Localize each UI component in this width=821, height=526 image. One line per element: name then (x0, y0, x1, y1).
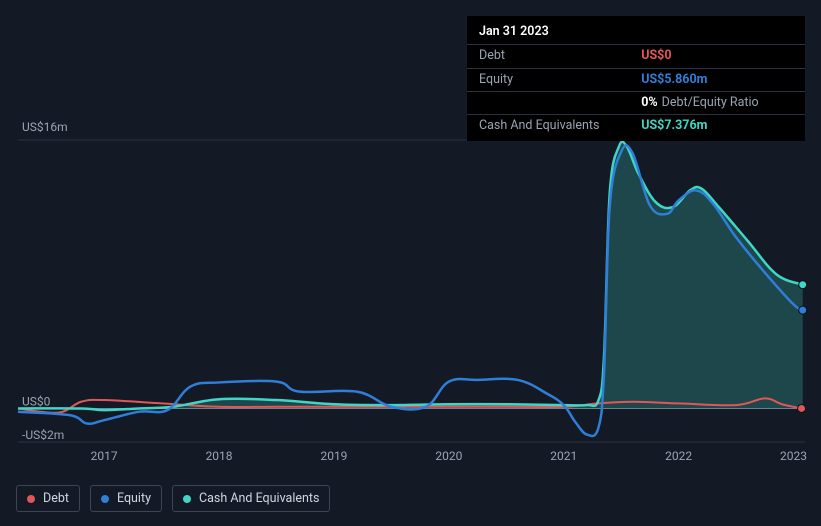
legend-label: Cash And Equivalents (199, 491, 319, 506)
tooltip-date: Jan 31 2023 (467, 24, 805, 44)
legend-item[interactable]: Equity (90, 485, 162, 512)
tooltip-row-key: Cash And Equivalents (467, 115, 629, 138)
x-axis-label: 2019 (320, 449, 347, 463)
x-axis-label: 2017 (91, 449, 118, 463)
x-axis-label: 2022 (665, 449, 692, 463)
legend-item[interactable]: Debt (16, 485, 80, 512)
legend-label: Debt (43, 491, 69, 506)
tooltip-row-value: US$5.860m (629, 68, 805, 91)
tooltip-row-key: Debt (467, 45, 629, 68)
chart-tooltip: Jan 31 2023 DebtUS$0EquityUS$5.860m0%Deb… (467, 16, 805, 141)
series-endpoint-marker (798, 404, 806, 412)
tooltip-row-key: Equity (467, 68, 629, 91)
legend-item[interactable]: Cash And Equivalents (172, 485, 330, 512)
tooltip-row-value: US$0 (629, 45, 805, 68)
tooltip-row-key (467, 91, 629, 114)
series-endpoint-marker (799, 281, 807, 289)
x-axis-label: 2023 (780, 449, 807, 463)
chart-legend: Debt Equity Cash And Equivalents (16, 485, 330, 512)
legend-label: Equity (117, 491, 151, 506)
legend-swatch (27, 495, 35, 503)
x-axis-label: 2020 (435, 449, 462, 463)
legend-swatch (101, 495, 109, 503)
series-endpoint-marker (799, 306, 807, 314)
y-axis-label: US$0 (22, 394, 51, 408)
y-axis-label: -US$2m (22, 428, 64, 442)
x-axis-label: 2018 (206, 449, 233, 463)
tooltip-row-value: US$7.376m (629, 115, 805, 138)
legend-swatch (183, 495, 191, 503)
y-axis-label: US$16m (22, 120, 68, 134)
cash-area (18, 142, 803, 410)
tooltip-table: DebtUS$0EquityUS$5.860m0%Debt/Equity Rat… (467, 44, 805, 137)
x-axis-label: 2021 (550, 449, 577, 463)
tooltip-row-value: 0%Debt/Equity Ratio (629, 91, 805, 114)
